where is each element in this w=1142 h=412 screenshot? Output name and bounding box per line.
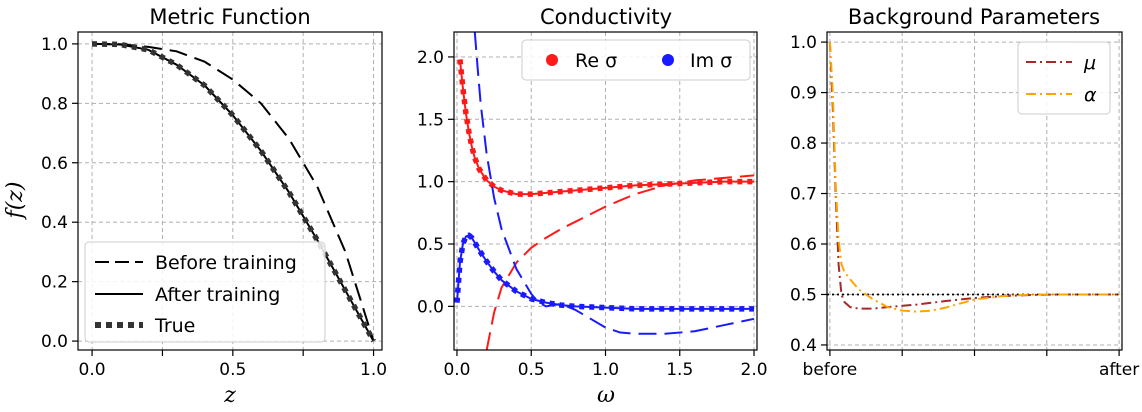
y-tick-label: 1.0 bbox=[41, 35, 68, 55]
y-tick-label: 0.6 bbox=[41, 154, 68, 174]
chart-title: Conductivity bbox=[540, 5, 672, 29]
y-tick-label: 0.8 bbox=[41, 94, 68, 114]
y-tick-label: 0.0 bbox=[417, 297, 444, 317]
x-tick-label: 0.0 bbox=[443, 360, 470, 380]
y-tick-label: 0.2 bbox=[41, 273, 68, 293]
x-tick-label: 0.5 bbox=[518, 360, 545, 380]
y-tick-label: 0.7 bbox=[790, 185, 817, 205]
legend-box bbox=[521, 39, 751, 81]
panel-conductivity: Conductivity ω Re σ Im σ bbox=[521, 5, 751, 408]
legend-marker-im-sigma bbox=[662, 54, 674, 66]
legend-marker-re-sigma bbox=[546, 54, 558, 66]
x-tick-label: after bbox=[1099, 360, 1139, 380]
series-line-true-dotted bbox=[92, 41, 376, 343]
legend: Re σ Im σ bbox=[521, 39, 751, 81]
y-tick-label: 0.5 bbox=[790, 285, 817, 305]
x-axis-label: ω bbox=[597, 383, 615, 408]
plot-area-1: 0.0 0.5 1.0 1.5 2.0 0.0 0.5 1.0 1.5 2.0 bbox=[417, 31, 768, 380]
axes-frame bbox=[77, 31, 383, 351]
x-tick-label: 2.0 bbox=[741, 360, 768, 380]
x-tick-label: 1.5 bbox=[666, 360, 693, 380]
y-tick-label: 2.0 bbox=[417, 48, 444, 68]
legend: Before training After training True bbox=[84, 241, 326, 343]
y-tick-label: 0.9 bbox=[790, 84, 817, 104]
legend-box bbox=[1017, 41, 1111, 115]
y-tick-label: 0.5 bbox=[417, 235, 444, 255]
legend-label-mu: μ bbox=[1083, 52, 1096, 74]
legend-label-im-sigma: Im σ bbox=[690, 50, 732, 72]
legend-label-true: True bbox=[154, 315, 195, 337]
series-line-re-σ-true bbox=[457, 59, 755, 197]
series-line-im-σ-true bbox=[454, 232, 755, 312]
legend-label-after-training: After training bbox=[155, 284, 280, 306]
legend-box bbox=[84, 241, 326, 343]
legend-label-alpha: α bbox=[1084, 84, 1097, 106]
x-tick-label: 0.0 bbox=[79, 360, 106, 380]
series-group bbox=[454, 32, 755, 350]
legend-label-before-training: Before training bbox=[155, 252, 297, 274]
x-tick-label: 0.5 bbox=[219, 360, 246, 380]
series-group bbox=[92, 41, 376, 343]
series-line-α-dashdot bbox=[828, 42, 1120, 313]
chart-title: Background Parameters bbox=[848, 5, 1100, 29]
x-axis-label: z bbox=[223, 383, 236, 408]
series-line-re-σ-before bbox=[485, 174, 755, 350]
y-tick-label: 0.8 bbox=[790, 134, 817, 154]
x-tick-label: 1.0 bbox=[360, 360, 387, 380]
y-tick-label: 1.0 bbox=[790, 33, 817, 53]
panel-background-parameters: Background Parameters μ α bbox=[848, 5, 1111, 115]
legend: μ α bbox=[1017, 41, 1111, 115]
legend-label-re-sigma: Re σ bbox=[575, 50, 617, 72]
panel-metric-function: Metric Function f(z) z Before training A… bbox=[3, 5, 326, 408]
y-tick-label: 0.6 bbox=[790, 235, 817, 255]
y-tick-label: 0.0 bbox=[41, 332, 68, 352]
plot-area-0: 0.0 0.5 1.0 0.0 0.2 0.4 0.6 0.8 1.0 bbox=[41, 31, 387, 380]
series-group bbox=[828, 42, 1120, 313]
x-tick-label: 1.0 bbox=[592, 360, 619, 380]
y-tick-label: 0.4 bbox=[790, 336, 817, 356]
y-tick-label: 1.0 bbox=[417, 173, 444, 193]
y-axis-label: f(z) bbox=[3, 182, 28, 221]
chart-title: Metric Function bbox=[149, 5, 310, 29]
y-tick-label: 1.5 bbox=[417, 110, 444, 130]
y-tick-label: 0.4 bbox=[41, 213, 68, 233]
x-tick-label: before bbox=[803, 360, 858, 380]
